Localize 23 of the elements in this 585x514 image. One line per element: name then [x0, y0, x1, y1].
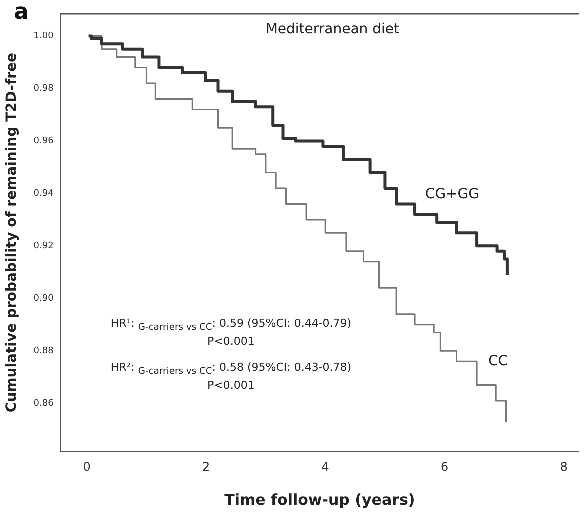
y-axis-title: Cumulative probability of remaining T2D-free	[4, 53, 20, 413]
x-axis-title: Time follow-up (years)	[224, 490, 416, 509]
y-tick-label: 0.86	[34, 398, 54, 409]
y-tick-label: 0.96	[34, 136, 54, 147]
annotation: HR¹: $_{G-carriers vs CC}$: 0.59 (95%CI: 0.44-0.79)	[110, 317, 352, 336]
annotation: P<0.001	[206, 379, 256, 394]
y-tick-label: 0.88	[34, 346, 54, 356]
y-tick-label: 0.92	[34, 242, 54, 252]
x-tick-label: 8	[560, 460, 568, 474]
x-tick-label: 4	[322, 460, 330, 474]
y-tick-label: 0.98	[34, 84, 54, 94]
annotation: Mediterranean diet	[266, 22, 400, 38]
y-tick-label: 1.00	[34, 32, 54, 42]
x-tick-label: 0	[83, 460, 91, 474]
chart-title: a	[14, 0, 29, 25]
series-label: CG+GG	[425, 186, 480, 203]
y-tick-label: 0.94	[34, 189, 54, 200]
annotation: P<0.001	[206, 335, 256, 350]
x-tick-label: 2	[202, 460, 210, 474]
y-tick-label: 0.90	[34, 294, 54, 304]
series-label: CC	[488, 354, 508, 370]
annotation: HR²: $_{G-carriers vs CC}$: 0.58 (95%CI: 0.43-0.78)	[110, 361, 352, 380]
x-tick-label: 6	[441, 460, 449, 474]
